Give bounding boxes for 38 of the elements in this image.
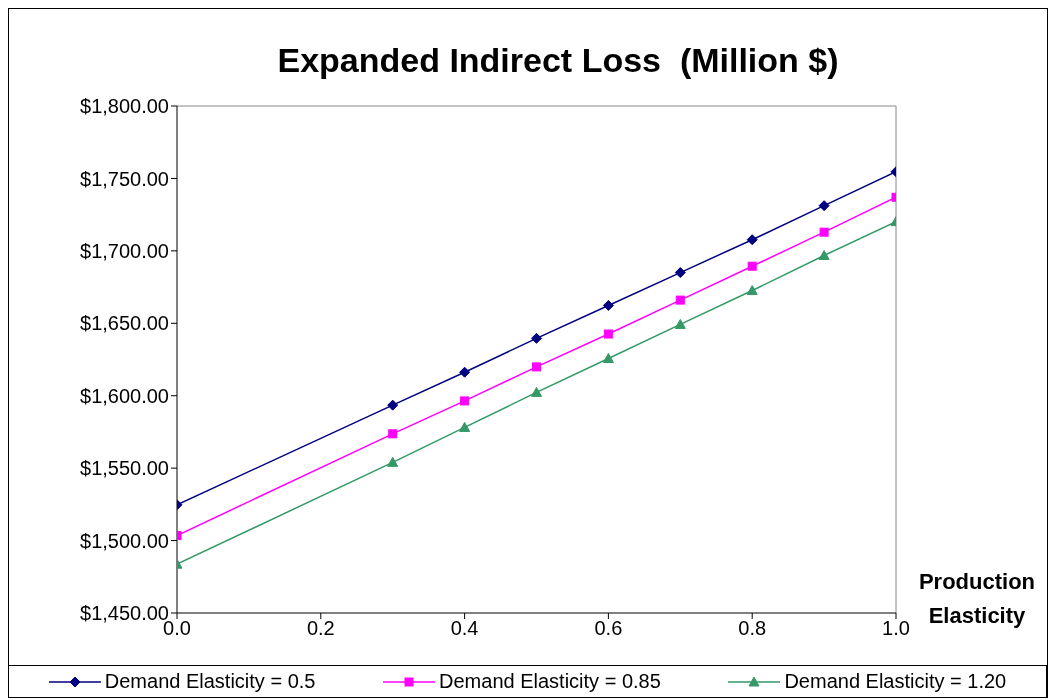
y-tick-label: $1,500.00 [80, 529, 169, 552]
point [460, 396, 470, 406]
point [746, 234, 758, 246]
point [459, 366, 471, 378]
point [674, 267, 686, 279]
legend-label: Demand Elasticity = 1.20 [784, 670, 1007, 693]
x-axis-title: Production Elasticity [917, 568, 1037, 630]
chart-title: Expanded Indirect Loss (Million $) [276, 40, 840, 79]
point [387, 399, 399, 411]
point [818, 200, 830, 212]
point [388, 429, 398, 439]
point [532, 362, 541, 372]
y-tick-label: $1,800.00 [80, 95, 169, 118]
legend-label: Demand Elasticity = 0.85 [439, 670, 661, 693]
point [819, 227, 829, 237]
legend-label: Demand Elasticity = 0.5 [104, 670, 316, 693]
y-tick-label: $1,550.00 [80, 457, 169, 480]
x-tick-label: 0.8 [738, 617, 767, 640]
x-tick-label: 0.2 [306, 617, 335, 640]
point [603, 329, 613, 339]
point [459, 421, 471, 432]
y-tick-label: $1,650.00 [80, 312, 169, 335]
point [387, 456, 399, 467]
y-tick-label: $1,600.00 [80, 384, 169, 407]
point [602, 299, 614, 311]
point [747, 261, 757, 271]
point [746, 285, 758, 296]
x-tick-label: 0.4 [450, 617, 479, 640]
x-tick-label: 0.6 [594, 617, 623, 640]
point [818, 249, 830, 260]
point [531, 386, 542, 397]
y-tick-label: $1,750.00 [80, 167, 169, 190]
point [531, 332, 542, 344]
y-tick-label: $1,700.00 [80, 239, 169, 262]
point [602, 352, 614, 363]
point [675, 295, 685, 305]
point [674, 318, 686, 329]
x-tick-label: 1.0 [882, 617, 910, 640]
